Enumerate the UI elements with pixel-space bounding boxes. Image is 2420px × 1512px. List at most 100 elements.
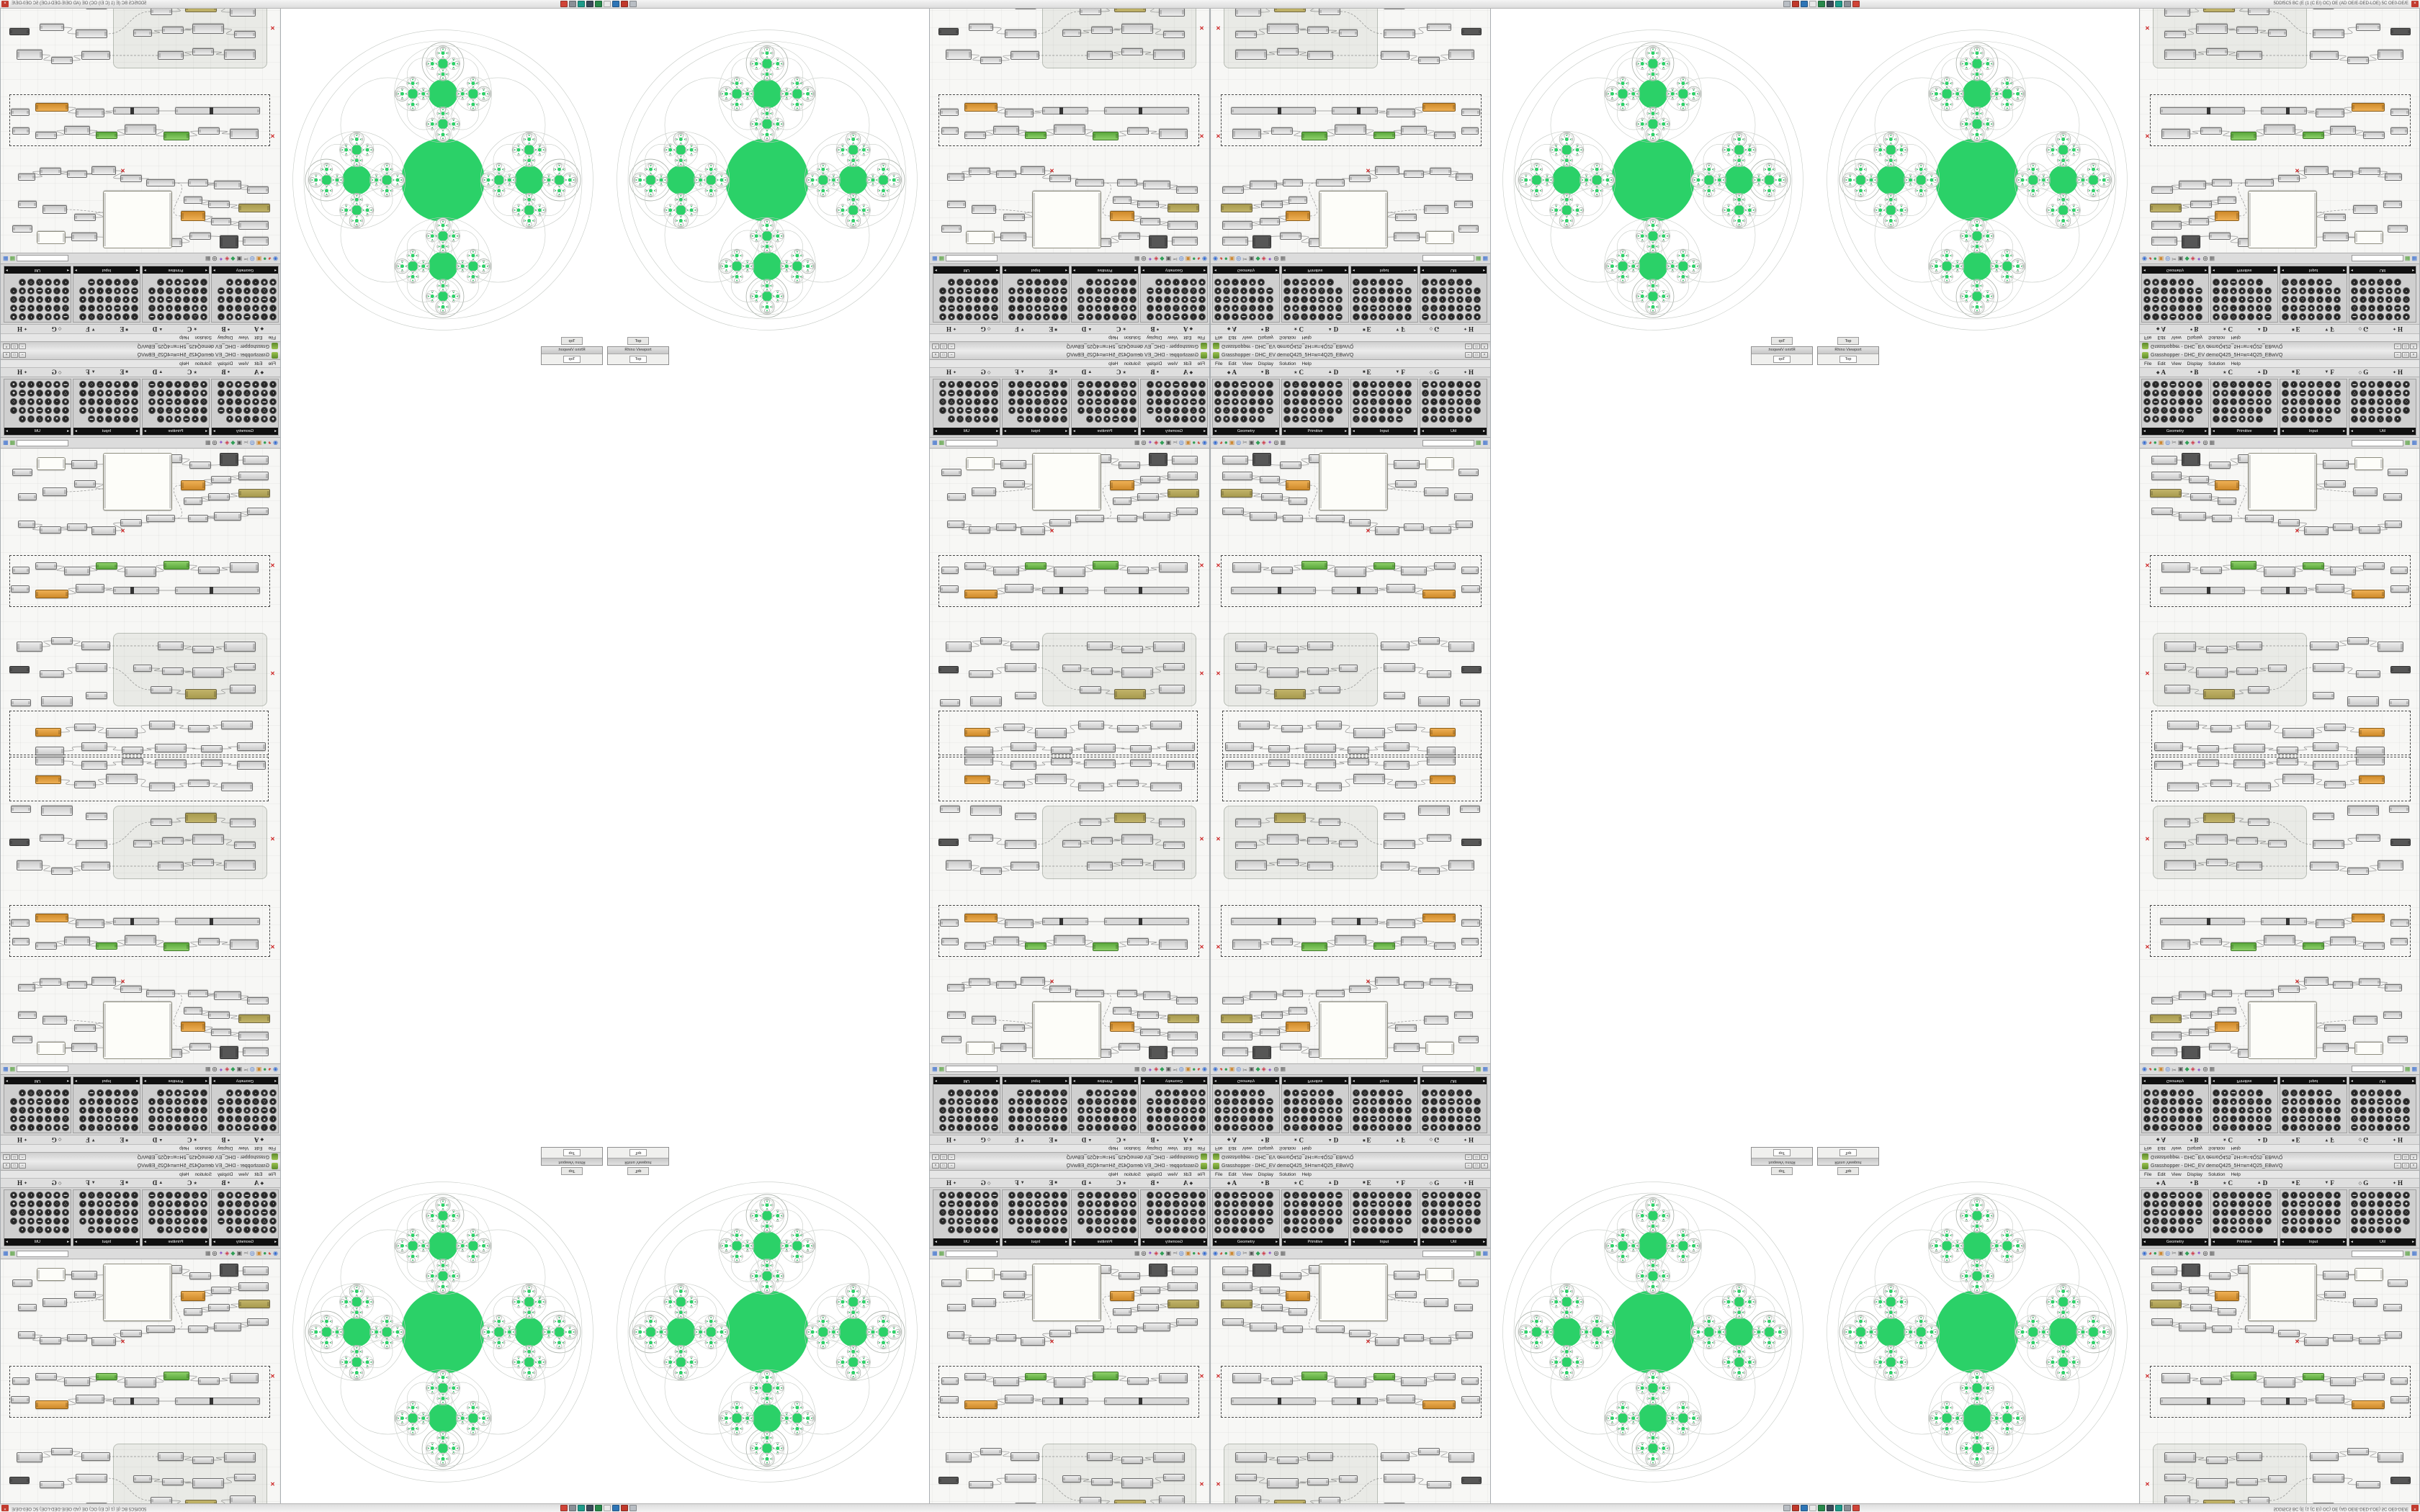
gh-node[interactable] (940, 109, 959, 116)
gh-node[interactable] (1176, 508, 1198, 515)
component-icon[interactable]: ▬ (148, 1192, 156, 1199)
gh-node[interactable] (1176, 1318, 1198, 1326)
gh-node[interactable] (1117, 179, 1137, 186)
component-icon[interactable]: ▬ (1266, 1098, 1273, 1105)
component-icon[interactable]: ▬ (1060, 1098, 1067, 1105)
component-icon[interactable]: ■ (1034, 313, 1041, 320)
component-icon[interactable]: ◐ (2143, 390, 2151, 397)
component-icon[interactable]: ◉ (2299, 407, 2306, 414)
component-icon[interactable]: ▪ (939, 1218, 946, 1225)
component-icon[interactable]: ▬ (1060, 287, 1067, 294)
caption-left-arrow-icon[interactable]: ◂ (1353, 1079, 1355, 1083)
component-icon[interactable]: ● (1214, 313, 1222, 320)
ribbon-tab-E[interactable]: ■ E (120, 369, 128, 376)
gh-node[interactable] (208, 1304, 230, 1311)
component-icon[interactable]: ▲ (45, 1098, 52, 1105)
gh-node[interactable] (86, 813, 107, 820)
component-icon[interactable]: ◐ (2368, 296, 2375, 303)
search-input[interactable] (17, 255, 69, 262)
component-icon[interactable]: ○ (1318, 313, 1325, 320)
sphere-icon[interactable]: ● (1224, 1250, 1228, 1256)
component-icon[interactable]: ✖ (948, 1192, 955, 1199)
camera-icon[interactable]: ▣ (1165, 1250, 1172, 1256)
rhino-viewport[interactable]: Top Rhino Viewport Top Top Rhino Viewpor… (1491, 756, 2139, 1503)
slider-node[interactable] (1104, 587, 1189, 594)
panel-node[interactable] (37, 1042, 66, 1055)
gh-node[interactable] (2164, 31, 2186, 38)
component-icon[interactable]: ◉ (166, 1089, 173, 1097)
component-icon[interactable]: ◇ (1430, 1200, 1438, 1207)
gh-node[interactable] (76, 30, 107, 38)
component-icon[interactable]: ✖ (2360, 279, 2367, 286)
ribbon-tab-E[interactable]: ■ E (1363, 369, 1371, 376)
component-icon[interactable]: ▲ (2221, 279, 2228, 286)
gh-node[interactable] (2303, 132, 2324, 139)
gh-node[interactable] (2359, 728, 2385, 737)
component-icon[interactable]: ◇ (53, 305, 60, 312)
gh-node[interactable] (2236, 642, 2262, 650)
component-icon[interactable]: ◉ (1387, 1200, 1394, 1207)
menu-view[interactable]: View (238, 335, 249, 341)
panel-caption[interactable]: ◂ Util ▸ (4, 428, 71, 435)
component-icon[interactable]: ◉ (2152, 279, 2159, 286)
component-icon[interactable]: ■ (1379, 313, 1386, 320)
component-icon[interactable]: △ (1370, 1107, 1377, 1114)
component-icon[interactable]: ● (243, 407, 251, 414)
component-icon[interactable]: ◉ (62, 1107, 69, 1114)
gh-node[interactable] (2150, 489, 2182, 498)
component-icon[interactable]: ▪ (36, 1124, 43, 1131)
gh-node[interactable] (2203, 689, 2235, 699)
component-icon[interactable]: ▪ (235, 398, 242, 405)
component-icon[interactable]: △ (1077, 390, 1085, 397)
ribbon-tab-E[interactable]: ■ E (120, 325, 128, 333)
component-icon[interactable]: ▲ (252, 313, 259, 320)
component-icon[interactable]: ◐ (2187, 398, 2194, 405)
ribbon-tab-H[interactable]: ✦ H (2393, 1179, 2403, 1187)
component-icon[interactable]: ▲ (1232, 1192, 1239, 1199)
component-icon[interactable]: ◆ (27, 1218, 35, 1225)
panel-caption[interactable]: ◂ Primitive ▸ (2211, 428, 2277, 435)
component-icon[interactable]: ◉ (2299, 287, 2306, 294)
component-icon[interactable]: ◆ (939, 1200, 946, 1207)
ribbon-tab-A[interactable]: ◆ A (254, 369, 264, 376)
component-icon[interactable]: ■ (1283, 1192, 1291, 1199)
gh-node[interactable] (214, 512, 241, 521)
gh-node[interactable] (1404, 171, 1424, 178)
target-icon[interactable]: ◎ (212, 256, 218, 262)
chip-icon[interactable]: ▦ (205, 256, 211, 262)
gh-node[interactable] (2353, 205, 2378, 214)
menu-display[interactable]: Display (1258, 1171, 1273, 1177)
panel-caption[interactable]: ◂ Input ▸ (1003, 1077, 1069, 1084)
panel-caption[interactable]: ◂ Geometry ▸ (1213, 428, 1279, 435)
gh-node[interactable] (2206, 48, 2228, 55)
component-icon[interactable]: ◆ (269, 415, 277, 423)
caption-right-arrow-icon[interactable]: ▸ (6, 429, 8, 433)
component-icon[interactable]: △ (131, 1226, 138, 1233)
component-icon[interactable]: ● (1103, 313, 1111, 320)
component-icon[interactable]: ○ (1017, 1107, 1024, 1114)
component-icon[interactable]: ▪ (105, 1218, 112, 1225)
pie-icon[interactable]: ◕ (1219, 439, 1223, 446)
gh-node[interactable] (224, 642, 256, 652)
error-marker-icon[interactable]: ✕ (270, 1373, 275, 1380)
gh-node[interactable] (940, 806, 960, 813)
component-icon[interactable]: ▪ (1327, 279, 1334, 286)
component-icon[interactable]: ● (62, 1098, 69, 1105)
component-icon[interactable]: ◆ (1283, 1200, 1291, 1207)
component-icon[interactable]: ✖ (1249, 1089, 1256, 1097)
gh-node[interactable] (1422, 103, 1456, 112)
gh-node[interactable] (211, 218, 231, 225)
gh-node[interactable] (1261, 1012, 1283, 1019)
gh-node[interactable] (71, 460, 97, 469)
panel-gray-icon[interactable] (569, 1, 576, 7)
panel-caption[interactable]: ◂ Input ▸ (1351, 428, 1417, 435)
component-icon[interactable]: ▬ (1396, 415, 1403, 423)
gh-node[interactable] (996, 171, 1016, 178)
component-icon[interactable]: ▪ (1181, 1089, 1188, 1097)
component-icon[interactable]: ▪ (1129, 1098, 1137, 1105)
bucket-icon[interactable]: ◆ (2184, 439, 2190, 446)
caption-left-arrow-icon[interactable]: ◂ (2351, 268, 2353, 272)
component-icon[interactable]: ▲ (122, 390, 130, 397)
component-icon[interactable]: ◇ (1164, 1115, 1171, 1122)
component-icon[interactable]: ▬ (965, 1098, 972, 1105)
